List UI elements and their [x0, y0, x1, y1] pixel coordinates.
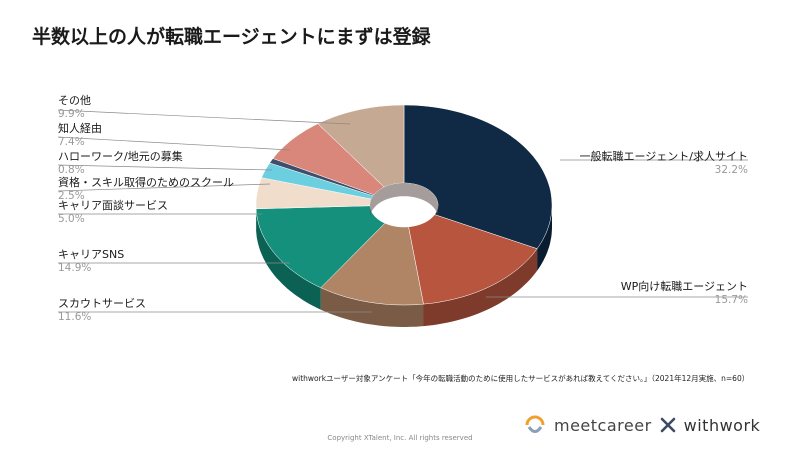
copyright: Copyright XTalent, Inc. All rights reser…: [327, 434, 473, 442]
cross-icon: [660, 417, 675, 433]
slice-label-3: キャリアSNS: [58, 248, 124, 261]
slice-value-4: 5.0%: [58, 213, 85, 225]
slice-value-5: 2.5%: [58, 190, 85, 202]
leader-line-7: [57, 136, 291, 151]
leader-line-6: [57, 164, 273, 171]
slice-value-3: 14.9%: [58, 262, 91, 274]
leader-line-5: [57, 183, 271, 192]
donut-side-walls: [256, 205, 552, 327]
leader-line-8: [57, 109, 351, 125]
meetcareer-logo-text: meetcareer: [554, 415, 652, 435]
slice-value-6: 0.8%: [58, 164, 85, 176]
slice-label-6: ハローワーク/地元の募集: [58, 149, 183, 163]
slice-label-8: その他: [58, 94, 91, 107]
survey-note: withworkユーザー対象アンケート「今年の転職活動のために使用したサービスが…: [292, 374, 750, 383]
slice-side-2: [320, 287, 424, 327]
meetcareer-logo-icon: [525, 415, 545, 433]
slice-value-0: 32.2%: [715, 164, 748, 176]
slice-value-1: 15.7%: [715, 294, 748, 306]
footer-logos: meetcareer withwork: [524, 414, 760, 436]
slice-label-7: 知人経由: [58, 121, 102, 135]
slice-value-7: 7.4%: [58, 136, 85, 148]
slice-label-0: 一般転職エージェント/求人サイト: [580, 150, 749, 163]
slice-value-8: 9.9%: [58, 108, 85, 120]
slice-label-2: スカウトサービス: [58, 297, 146, 310]
slice-value-2: 11.6%: [58, 311, 91, 323]
slice-side-0: [537, 205, 552, 271]
slice-side-1: [423, 248, 538, 327]
slice-label-1: WP向け転職エージェント: [621, 279, 748, 293]
slice-label-4: キャリア面談サービス: [58, 198, 168, 212]
withwork-logo-text: withwork: [683, 415, 761, 435]
page-title: 半数以上の人が転職エージェントにまずは登録: [32, 26, 431, 48]
slice-label-5: 資格・スキル取得のためのスクール: [58, 175, 234, 189]
donut-inner-wall: [370, 183, 438, 219]
slice-side-3: [256, 208, 321, 310]
